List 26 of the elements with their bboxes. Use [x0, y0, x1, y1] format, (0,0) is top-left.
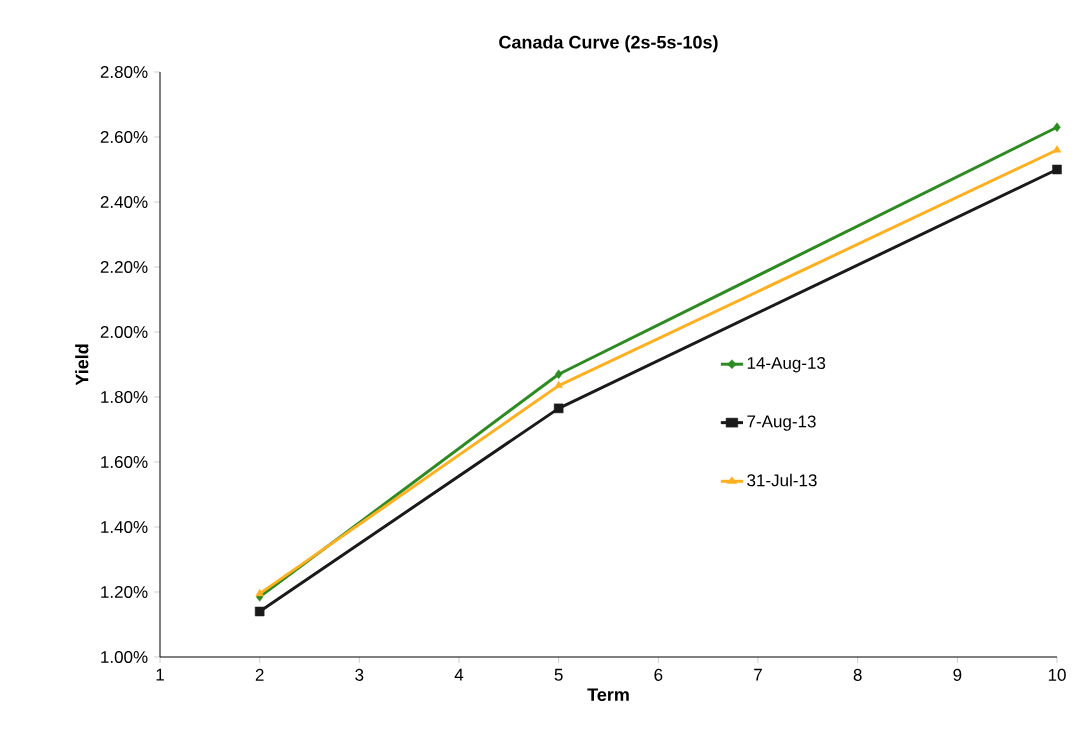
x-axis-title: Term — [587, 688, 629, 701]
x-tick-label: 3 — [355, 668, 364, 681]
y-tick-label: 1.00% — [101, 650, 148, 664]
y-tick-label: 1.60% — [101, 455, 148, 469]
x-tick-label: 5 — [554, 668, 563, 681]
y-tick-label: 1.20% — [101, 585, 148, 599]
y-tick-label: 2.80% — [100, 65, 148, 79]
chart-title: Canada Curve (2s-5s-10s) — [499, 35, 718, 53]
legend-label: 14-Aug-13 — [747, 357, 826, 373]
x-tick-label: 2 — [255, 668, 264, 681]
y-tick-label: 2.20% — [100, 260, 148, 274]
y-tick-label: 1.80% — [101, 390, 148, 404]
y-tick-label: 2.40% — [100, 195, 148, 209]
y-tick-label: 1.40% — [101, 520, 148, 534]
x-tick-label: 9 — [953, 668, 962, 681]
y-axis-title: Yield — [75, 344, 89, 386]
legend-label: 7-Aug-13 — [747, 415, 816, 431]
x-tick-label: 10 — [1048, 668, 1066, 681]
x-tick-label: 1 — [156, 668, 164, 681]
x-tick-label: 7 — [754, 668, 762, 681]
x-tick-label: 4 — [454, 668, 464, 681]
y-tick-label: 2.00% — [100, 325, 148, 339]
x-tick-label: 6 — [654, 668, 663, 681]
legend-label: 31-Jul-13 — [747, 473, 817, 487]
x-tick-label: 8 — [853, 668, 862, 681]
y-tick-label: 2.60% — [100, 130, 148, 144]
